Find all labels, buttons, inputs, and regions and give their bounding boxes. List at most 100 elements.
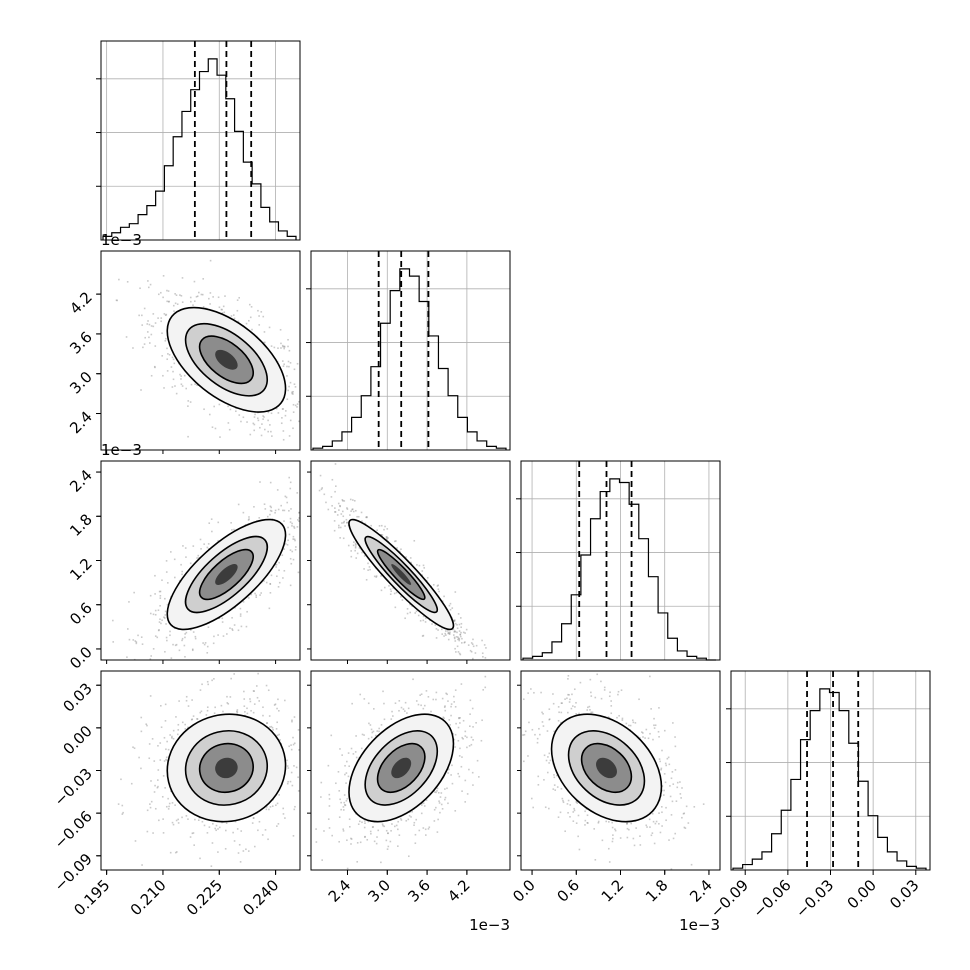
scatter-point [163, 616, 165, 619]
scatter-point [457, 726, 460, 729]
scatter-point [289, 780, 292, 783]
scatter-point [435, 698, 437, 701]
scatter-point [278, 561, 280, 564]
scatter-point [253, 845, 256, 848]
scatter-point [263, 331, 266, 333]
scatter-point [342, 830, 345, 832]
scatter-point [327, 508, 330, 511]
scatter-point [160, 622, 162, 625]
scatter-point [414, 833, 417, 836]
scatter-point [192, 832, 195, 834]
scatter-point [457, 772, 459, 775]
scatter-point [284, 495, 287, 498]
scatter-point [135, 642, 138, 645]
scatter-point [185, 631, 188, 634]
scatter-point [646, 826, 648, 828]
scatter-point [385, 829, 388, 832]
scatter-point [204, 642, 207, 644]
scatter-panel-0-3 [100, 670, 301, 871]
scatter-point [257, 829, 259, 832]
scatter-point [361, 520, 363, 522]
scatter-point [292, 743, 295, 746]
scatter-point [335, 782, 337, 785]
scatter-point [315, 828, 317, 830]
scatter-point [203, 643, 206, 646]
scatter-point [614, 829, 617, 832]
scatter-point [236, 828, 239, 830]
scatter-point [345, 782, 347, 784]
scatter-point [455, 635, 458, 638]
scatter-point [125, 336, 128, 338]
scatter-point [253, 506, 255, 508]
scatter-point [469, 699, 472, 702]
scatter-point [288, 533, 291, 536]
scatter-point [340, 513, 343, 515]
scatter-point [455, 722, 457, 725]
scatter-point [425, 834, 427, 836]
scatter-point [262, 415, 264, 417]
scatter-point [168, 805, 170, 808]
scatter-point [239, 861, 242, 863]
scatter-point [206, 832, 209, 834]
scatter-point [147, 286, 150, 289]
scatter-point [242, 511, 245, 514]
scatter-point [160, 317, 163, 319]
scatter-point [215, 824, 218, 827]
scatter-point [278, 710, 280, 712]
scatter-point [352, 499, 354, 501]
scatter-point [217, 851, 219, 853]
scatter-point [191, 718, 194, 721]
scatter-point [203, 824, 206, 827]
scatter-point [292, 535, 295, 538]
scatter-point [174, 292, 176, 295]
scatter-point [342, 499, 344, 502]
scatter-point [446, 630, 449, 632]
scatter-point [478, 776, 480, 778]
scatter-point [174, 644, 177, 647]
scatter-point [364, 822, 366, 824]
scatter-point [270, 510, 273, 512]
scatter-point [196, 718, 198, 720]
scatter-point [152, 313, 155, 315]
scatter-point [567, 811, 569, 814]
scatter-point [466, 736, 468, 739]
scatter-point [226, 695, 228, 698]
scatter-point [245, 848, 247, 851]
scatter-point [327, 764, 330, 767]
scatter-point [217, 521, 220, 524]
scatter-point [288, 435, 291, 437]
scatter-point [548, 807, 550, 810]
scatter-point [291, 525, 293, 527]
scatter-point [337, 771, 340, 773]
scatter-point [578, 848, 581, 851]
scatter-point [350, 510, 352, 512]
scatter-point [268, 715, 271, 717]
scatter-point [376, 730, 379, 732]
scatter-point [160, 320, 162, 323]
scatter-point [472, 638, 474, 641]
scatter-point [380, 861, 382, 864]
scatter-point [197, 554, 200, 557]
scatter-point [206, 706, 209, 709]
scatter-point [566, 697, 568, 700]
scatter-point [237, 320, 240, 323]
scatter-point [670, 777, 673, 780]
scatter-point [423, 704, 426, 707]
scatter-point [346, 507, 348, 509]
scatter-point [292, 393, 294, 395]
scatter-point [222, 305, 225, 308]
scatter-point [365, 516, 367, 519]
scatter-point [298, 511, 301, 514]
scatter-point [328, 793, 331, 796]
scatter-point [346, 839, 348, 842]
scatter-panel-0-1 [100, 250, 301, 451]
scatter-point [426, 576, 429, 579]
scatter-point [164, 340, 167, 342]
scatter-point [548, 752, 551, 755]
scatter-point [161, 619, 163, 622]
scatter-point [157, 317, 159, 319]
scatter-point [579, 681, 582, 684]
scatter-point [458, 638, 461, 640]
scatter-point [447, 632, 450, 635]
scatter-point [458, 623, 461, 626]
